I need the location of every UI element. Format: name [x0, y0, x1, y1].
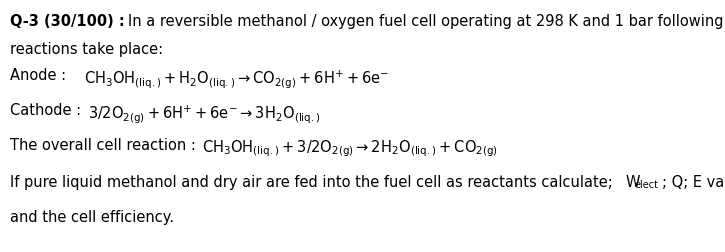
Text: Anode :: Anode :: [10, 68, 80, 83]
Text: Cathode :: Cathode :: [10, 103, 91, 118]
Text: and the cell efficiency.: and the cell efficiency.: [10, 210, 174, 225]
Text: $\mathregular{CH_3OH_{(liq.)}+3/2O_{2(g)}\rightarrow 2H_2O_{(liq.)}+CO_{2(g)}}$: $\mathregular{CH_3OH_{(liq.)}+3/2O_{2(g)…: [202, 138, 498, 159]
Text: If pure liquid methanol and dry air are fed into the fuel cell as reactants calc: If pure liquid methanol and dry air are …: [10, 175, 622, 190]
Text: The overall cell reaction :: The overall cell reaction :: [10, 138, 205, 153]
Text: In a reversible methanol / oxygen fuel cell operating at 298 K and 1 bar followi: In a reversible methanol / oxygen fuel c…: [128, 14, 724, 29]
Text: Q-3 (30/100) :: Q-3 (30/100) :: [10, 14, 130, 29]
Text: ; Q; E values: ; Q; E values: [662, 175, 725, 190]
Text: $\mathregular{3/2O_{2(g)}+6H^{+}+6e^{-}\rightarrow 3H_2O_{(liq.)}}$: $\mathregular{3/2O_{2(g)}+6H^{+}+6e^{-}\…: [88, 103, 320, 125]
Text: W: W: [626, 175, 640, 190]
Text: reactions take place:: reactions take place:: [10, 42, 163, 57]
Text: $\mathregular{CH_3OH_{(liq.)}+H_2O_{(liq.)}\rightarrow CO_{2(g)}+6H^{+}+6e^{-}}$: $\mathregular{CH_3OH_{(liq.)}+H_2O_{(liq…: [84, 68, 389, 90]
Text: elect: elect: [635, 180, 659, 190]
